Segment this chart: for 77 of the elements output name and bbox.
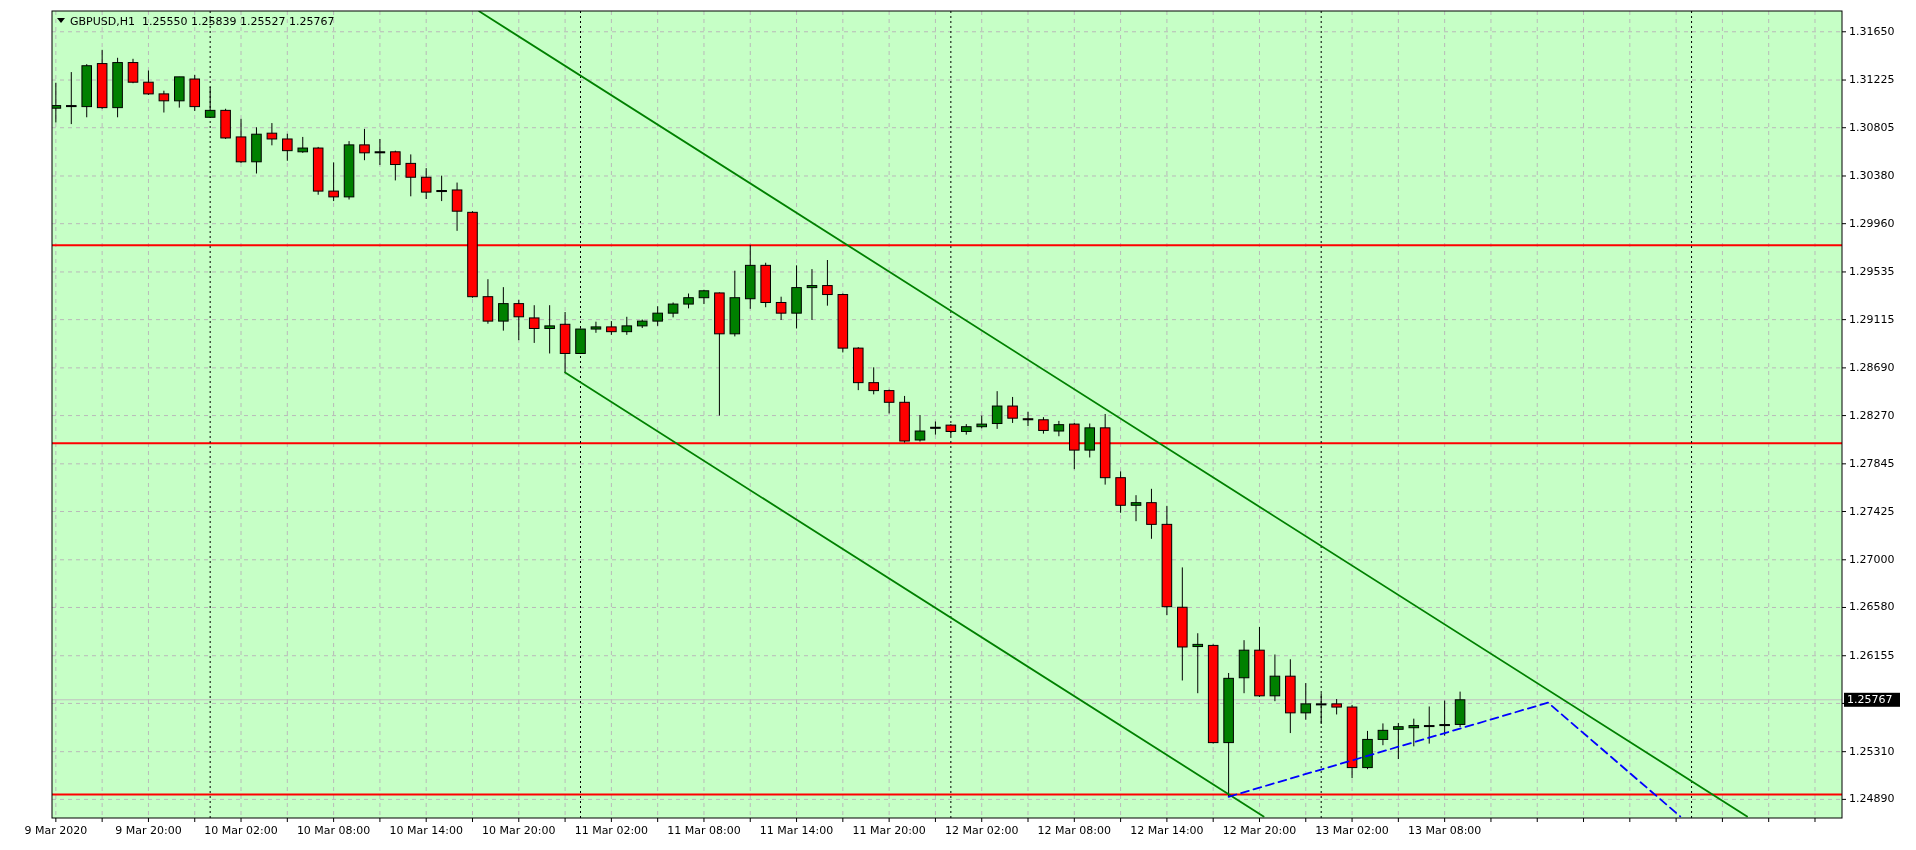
candlestick (822, 259, 833, 307)
candlestick (127, 58, 139, 84)
candlestick (1377, 722, 1389, 746)
y-tick-label: 1.27000 (1849, 552, 1895, 566)
x-tick-label: 12 Mar 08:00 (1037, 824, 1112, 837)
candlestick (1053, 420, 1065, 437)
candlestick (775, 296, 787, 321)
candlestick (652, 305, 663, 327)
x-tick-label: 10 Mar 20:00 (482, 824, 556, 837)
x-tick-label: 11 Mar 14:00 (759, 824, 834, 837)
candlestick (513, 299, 525, 341)
y-tick-label: 1.31650 (1849, 24, 1895, 38)
candlestick (420, 167, 432, 200)
candlestick (1007, 396, 1018, 424)
candlestick (1408, 718, 1420, 747)
candlestick (914, 414, 926, 443)
x-tick-label: 12 Mar 20:00 (1222, 824, 1297, 837)
x-tick-label: 13 Mar 02:00 (1315, 824, 1389, 837)
candlestick (1393, 722, 1404, 760)
x-tick-label: 10 Mar 14:00 (389, 824, 463, 837)
y-tick-label: 1.26580 (1849, 600, 1895, 614)
x-tick-label: 12 Mar 02:00 (944, 824, 1019, 837)
candlestick (328, 161, 339, 202)
candlestick (451, 182, 463, 232)
candlestick (1146, 488, 1157, 540)
x-tick-label: 11 Mar 20:00 (852, 824, 926, 837)
candlestick (806, 268, 818, 321)
candlestick (991, 390, 1003, 430)
x-tick-label: 10 Mar 08:00 (296, 824, 371, 837)
candlestick (158, 90, 170, 114)
y-tick-label: 1.29960 (1849, 216, 1895, 230)
x-tick-label: 9 Mar 20:00 (115, 824, 182, 837)
y-tick-label: 1.27425 (1849, 504, 1895, 518)
candlestick (143, 70, 154, 96)
y-tick-label: 1.28270 (1849, 408, 1895, 422)
y-tick-label: 1.26155 (1849, 648, 1895, 662)
candlestick (390, 150, 401, 181)
candlestick (1439, 700, 1450, 737)
x-tick-label: 10 Mar 02:00 (204, 824, 278, 837)
candlestick (436, 175, 447, 202)
y-tick-label: 1.31225 (1849, 73, 1895, 87)
candlestick (1423, 705, 1435, 745)
candlestick (1130, 494, 1142, 522)
chart-title: GBPUSD,H1 1.25550 1.25839 1.25527 1.25767 (70, 15, 335, 28)
candlestick (1192, 632, 1204, 694)
y-tick-label: 1.25310 (1849, 744, 1895, 758)
candlestick (266, 122, 278, 146)
candlestick (374, 138, 386, 166)
candlestick (544, 304, 555, 354)
candlestick (621, 316, 633, 336)
x-tick-label: 9 Mar 2020 (24, 824, 88, 837)
candlestick (528, 304, 540, 344)
y-tick-label: 1.30380 (1849, 168, 1895, 182)
y-tick-label: 1.27845 (1849, 456, 1895, 470)
x-tick-label: 11 Mar 08:00 (667, 824, 741, 837)
candlestick (282, 133, 293, 162)
candlestick (590, 321, 602, 334)
candlestick (498, 286, 509, 332)
x-tick-label: 13 Mar 08:00 (1407, 824, 1482, 837)
candlestick (1022, 411, 1034, 427)
candlestick (66, 71, 77, 125)
candlestick (405, 153, 417, 197)
candlestick (868, 366, 879, 395)
candlestick (930, 420, 941, 436)
y-tick-label: 1.28690 (1849, 360, 1895, 374)
candlestick (359, 128, 370, 161)
x-tick-label: 11 Mar 02:00 (574, 824, 649, 837)
candlestick (1269, 653, 1281, 702)
x-tick-label: 12 Mar 14:00 (1130, 824, 1204, 837)
candlestick (1084, 423, 1096, 458)
y-tick-label: 1.29115 (1849, 312, 1895, 326)
y-tick-label: 1.24890 (1849, 792, 1895, 806)
candlestick (174, 76, 185, 109)
ref-line-label: 1.25767 (1847, 692, 1893, 706)
y-tick-label: 1.29535 (1849, 264, 1895, 278)
y-tick-label: 1.30805 (1849, 120, 1895, 134)
candlestick (1300, 682, 1312, 721)
